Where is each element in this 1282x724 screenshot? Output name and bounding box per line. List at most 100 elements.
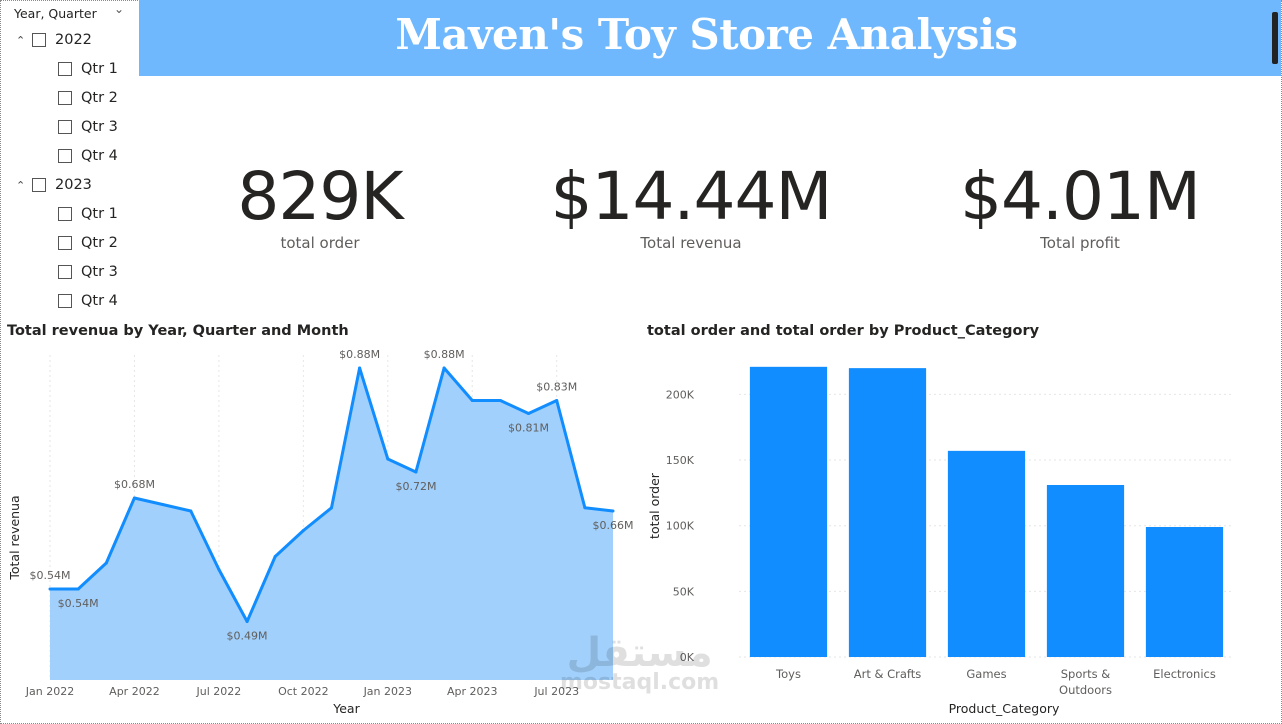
checkbox[interactable] (58, 149, 72, 163)
data-label: $0.83M (536, 381, 577, 394)
data-label: $0.81M (508, 422, 549, 435)
area-fill (50, 368, 613, 680)
watermark-logo: مستقل mostaql.com (560, 630, 719, 695)
data-label: $0.88M (339, 348, 380, 361)
x-tick-label: Jul 2022 (196, 685, 242, 698)
x-axis-title: Year (332, 701, 360, 716)
checkbox[interactable] (58, 207, 72, 221)
checkbox[interactable] (58, 120, 72, 134)
year-quarter-slicer[interactable]: Year, Quarter ⌄ ⌃ 2022 Qtr 1 Qtr 2 Qtr 3… (0, 0, 140, 316)
bar (848, 368, 927, 657)
report-title: Maven's Toy Store Analysis (395, 10, 1018, 59)
data-point (527, 412, 531, 415)
slicer-item-2022-q2[interactable]: Qtr 2 (58, 87, 118, 109)
data-point (414, 470, 418, 474)
data-point (132, 496, 136, 500)
data-point (161, 503, 165, 506)
order-bar-chart[interactable]: 0K 50K 100K 150K 200K Toys Art & Crafts Games Sp… (640, 345, 1280, 720)
y-tick-label: 150K (666, 454, 695, 467)
x-tick-label: Electronics (1153, 667, 1216, 681)
watermark-latin: mostaql.com (560, 670, 720, 695)
kpi-value: 829K (237, 158, 403, 235)
checkbox[interactable] (58, 265, 72, 279)
data-point (245, 620, 249, 623)
slicer-year-label: 2023 (55, 177, 92, 193)
slicer-item-2022-q1[interactable]: Qtr 1 (58, 58, 118, 80)
slicer-item-2022-q4[interactable]: Qtr 4 (58, 145, 118, 167)
data-point (189, 509, 193, 513)
slicer-quarter-label: Qtr 4 (81, 293, 118, 309)
kpi-label: total order (280, 234, 360, 252)
data-point (330, 506, 333, 510)
data-point (555, 399, 559, 402)
data-point (358, 366, 362, 370)
data-point (583, 506, 587, 510)
data-point (104, 561, 108, 565)
y-tick-label: 200K (666, 388, 695, 401)
y-axis-title: total order (647, 472, 662, 539)
slicer-quarter-label: Qtr 2 (81, 235, 118, 251)
x-tick-label: Outdoors (1059, 683, 1112, 697)
bar (1145, 527, 1224, 657)
data-label: $0.68M (114, 478, 155, 491)
bar-chart-title: total order and total order by Product_C… (647, 323, 1040, 339)
x-tick-label: Sports & (1061, 667, 1111, 681)
checkbox[interactable] (58, 62, 72, 76)
slicer-item-2023[interactable]: ⌃ 2023 (16, 174, 92, 196)
slicer-quarter-label: Qtr 1 (81, 206, 118, 222)
chevron-down-icon[interactable]: ⌄ (114, 2, 125, 16)
revenue-area-chart[interactable]: Jan 2022 Apr 2022 Jul 2022 Oct 2022 Jan 2023… (0, 345, 640, 720)
slicer-item-2023-q3[interactable]: Qtr 3 (58, 261, 118, 283)
slicer-item-2023-q1[interactable]: Qtr 1 (58, 203, 118, 225)
checkbox[interactable] (32, 33, 46, 47)
x-axis-title: Product_Category (949, 701, 1060, 716)
bar (947, 450, 1026, 657)
kpi-label: Total profit (1040, 234, 1120, 252)
x-tick-label: Apr 2022 (109, 685, 160, 698)
chevron-up-icon[interactable]: ⌃ (16, 33, 26, 47)
y-tick-label: 50K (673, 585, 695, 598)
y-tick-label: 100K (666, 520, 695, 533)
data-label: $0.88M (424, 348, 465, 361)
checkbox[interactable] (58, 294, 72, 308)
kpi-card-total-profit[interactable]: $4.01M Total profit (940, 158, 1220, 253)
line-chart-title: Total revenua by Year, Quarter and Month (7, 323, 349, 339)
kpi-value: $4.01M (960, 158, 1201, 235)
scrollbar[interactable] (1272, 12, 1278, 64)
data-point (273, 555, 277, 558)
slicer-item-2023-q4[interactable]: Qtr 4 (58, 290, 118, 312)
slicer-quarter-label: Qtr 4 (81, 148, 118, 164)
x-tick-label: Jul 2023 (533, 685, 579, 698)
bar (1046, 484, 1125, 657)
data-point (470, 399, 474, 402)
data-point (498, 399, 502, 402)
data-label: $0.72M (395, 480, 436, 493)
y-axis-title: Total revenua (7, 495, 22, 580)
x-tick-label: Toys (775, 667, 801, 681)
chevron-up-icon[interactable]: ⌃ (16, 178, 26, 192)
checkbox[interactable] (58, 236, 72, 250)
slicer-item-2023-q2[interactable]: Qtr 2 (58, 232, 118, 254)
x-tick-label: Art & Crafts (854, 667, 922, 681)
kpi-card-total-order[interactable]: 829K total order (200, 158, 440, 253)
slicer-quarter-label: Qtr 3 (81, 264, 118, 280)
x-tick-label: Jan 2023 (363, 685, 412, 698)
slicer-quarter-label: Qtr 1 (81, 61, 118, 77)
data-label: $0.54M (30, 569, 71, 582)
slicer-year-label: 2022 (55, 32, 92, 48)
checkbox[interactable] (58, 91, 72, 105)
x-tick-label: Games (966, 667, 1006, 681)
checkbox[interactable] (32, 178, 46, 192)
kpi-card-total-revenue[interactable]: $14.44M Total revenua (540, 162, 842, 253)
data-point (442, 366, 446, 370)
data-point (48, 587, 52, 591)
bar (749, 366, 828, 657)
slicer-item-2022-q3[interactable]: Qtr 3 (58, 116, 118, 138)
slicer-quarter-label: Qtr 2 (81, 90, 118, 106)
data-label: $0.49M (227, 630, 268, 643)
data-label: $0.66M (593, 519, 634, 532)
y-tick-label: 0K (680, 651, 695, 664)
x-tick-label: Oct 2022 (278, 685, 329, 698)
data-point (76, 587, 80, 591)
slicer-item-2022[interactable]: ⌃ 2022 (16, 29, 92, 51)
